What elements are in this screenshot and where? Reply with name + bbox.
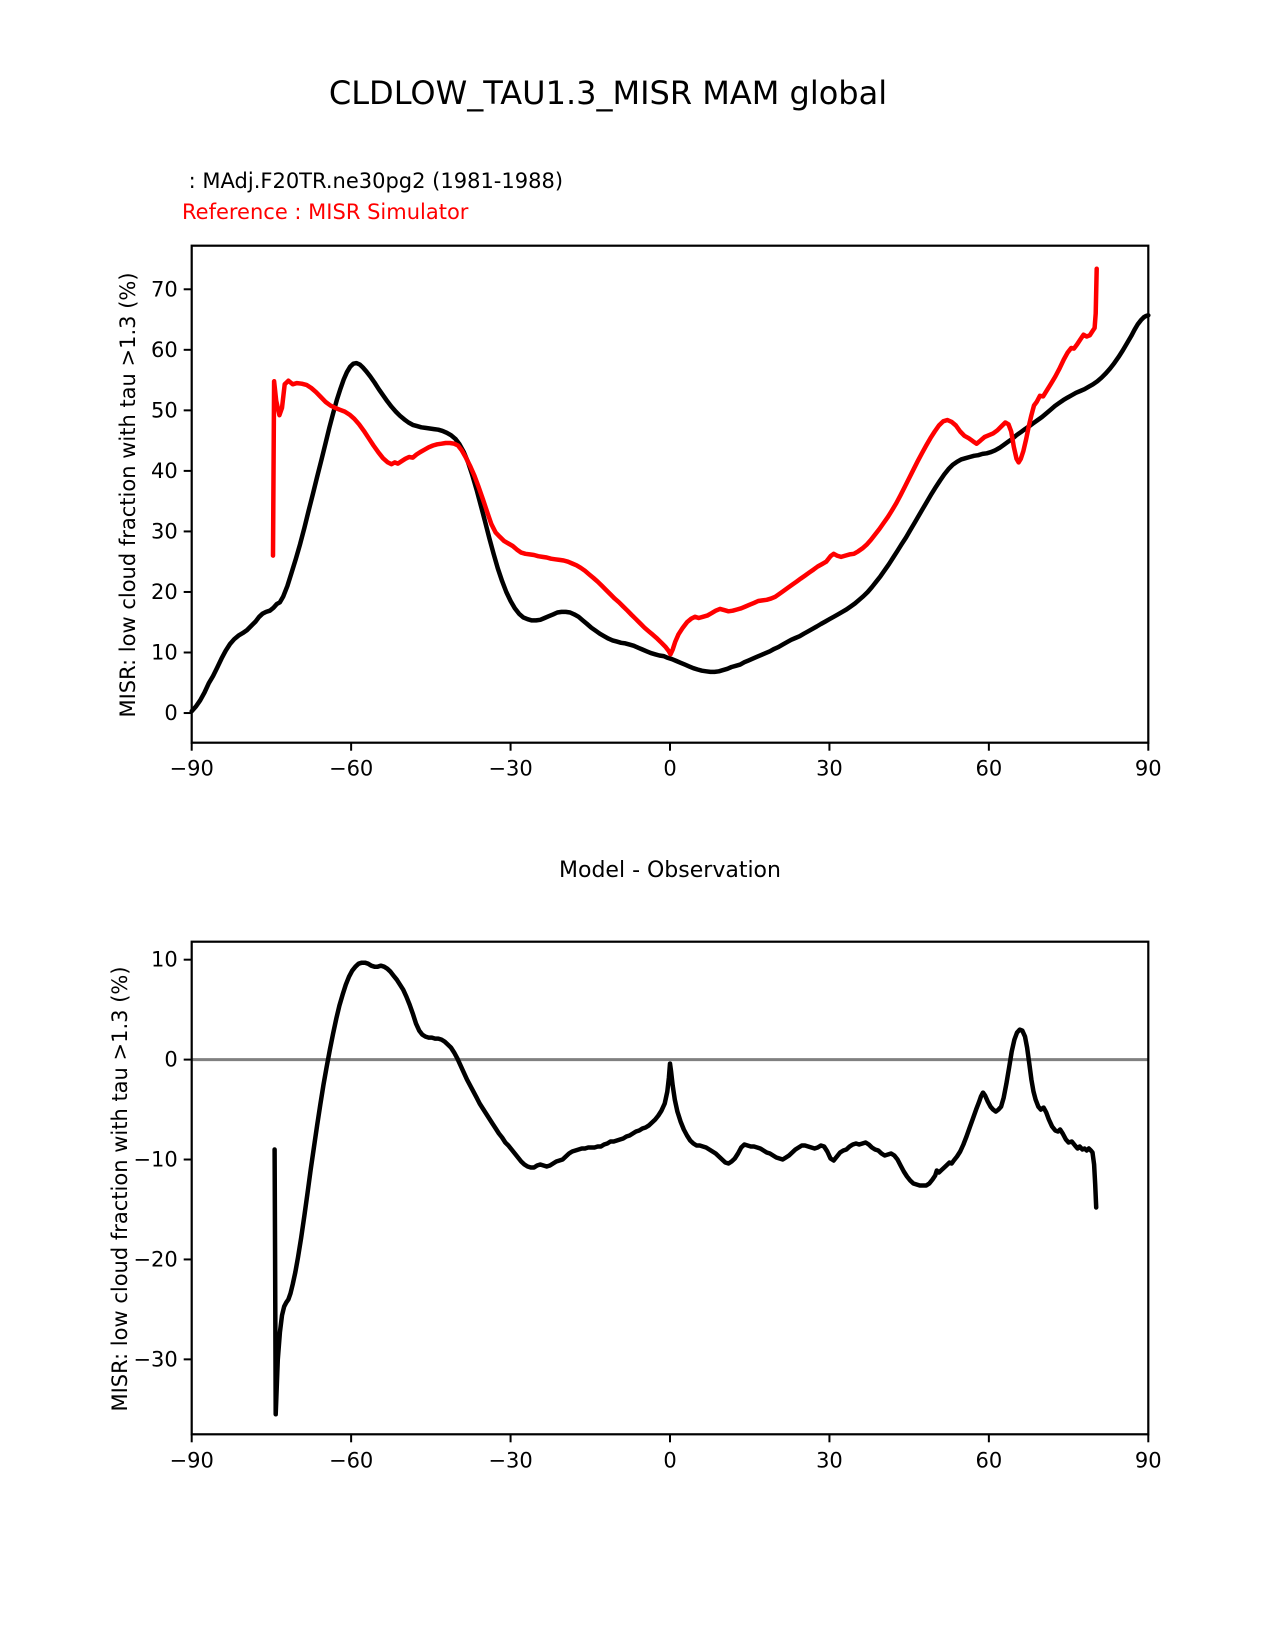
x-tick-label: 30	[816, 1448, 843, 1472]
panel1-axes-frame	[190, 244, 1150, 744]
y-tick-label: 0	[164, 1048, 177, 1072]
x-tick-label: −30	[488, 757, 532, 781]
y-tick-label: 10	[151, 948, 178, 972]
bottom-y-axis-label: MISR: low cloud fraction with tau >1.3 (…	[108, 966, 132, 1412]
x-tick-label: −60	[329, 757, 373, 781]
y-tick-label: 60	[151, 338, 178, 362]
panel1-model-line	[189, 313, 1151, 714]
y-tick-label: 50	[151, 398, 178, 422]
x-tick-label: 60	[975, 1448, 1002, 1472]
x-tick-label: 90	[1135, 1448, 1162, 1472]
x-tick-label: 0	[663, 1448, 676, 1472]
y-tick-label: −10	[133, 1148, 177, 1172]
x-tick-label: 90	[1135, 757, 1162, 781]
panel1-reference-line	[270, 266, 1099, 657]
top-y-axis-label: MISR: low cloud fraction with tau >1.3 (…	[116, 272, 140, 718]
x-tick-label: −30	[488, 1448, 532, 1472]
x-tick-label: −60	[329, 1448, 373, 1472]
y-tick-label: 10	[151, 641, 178, 665]
x-tick-label: 30	[816, 757, 843, 781]
y-tick-label: 30	[151, 519, 178, 543]
bottom-panel-title: Model - Observation	[559, 858, 781, 883]
legend-reference-label: Reference : MISR Simulator	[182, 200, 469, 224]
y-tick-label: 0	[164, 701, 177, 725]
y-tick-label: −30	[133, 1347, 177, 1371]
page-title: CLDLOW_TAU1.3_MISR MAM global	[328, 74, 888, 112]
x-tick-label: −90	[170, 757, 214, 781]
y-tick-label: 70	[151, 277, 178, 301]
x-tick-label: 60	[975, 757, 1002, 781]
panel2-difference-line	[272, 960, 1099, 1417]
y-tick-label: 40	[151, 459, 178, 483]
x-tick-label: 0	[663, 757, 676, 781]
legend-model-label: : MAdj.F20TR.ne30pg2 (1981-1988)	[182, 169, 564, 193]
y-tick-label: −20	[133, 1247, 177, 1271]
y-tick-label: 20	[151, 580, 178, 604]
x-tick-label: −90	[170, 1448, 214, 1472]
